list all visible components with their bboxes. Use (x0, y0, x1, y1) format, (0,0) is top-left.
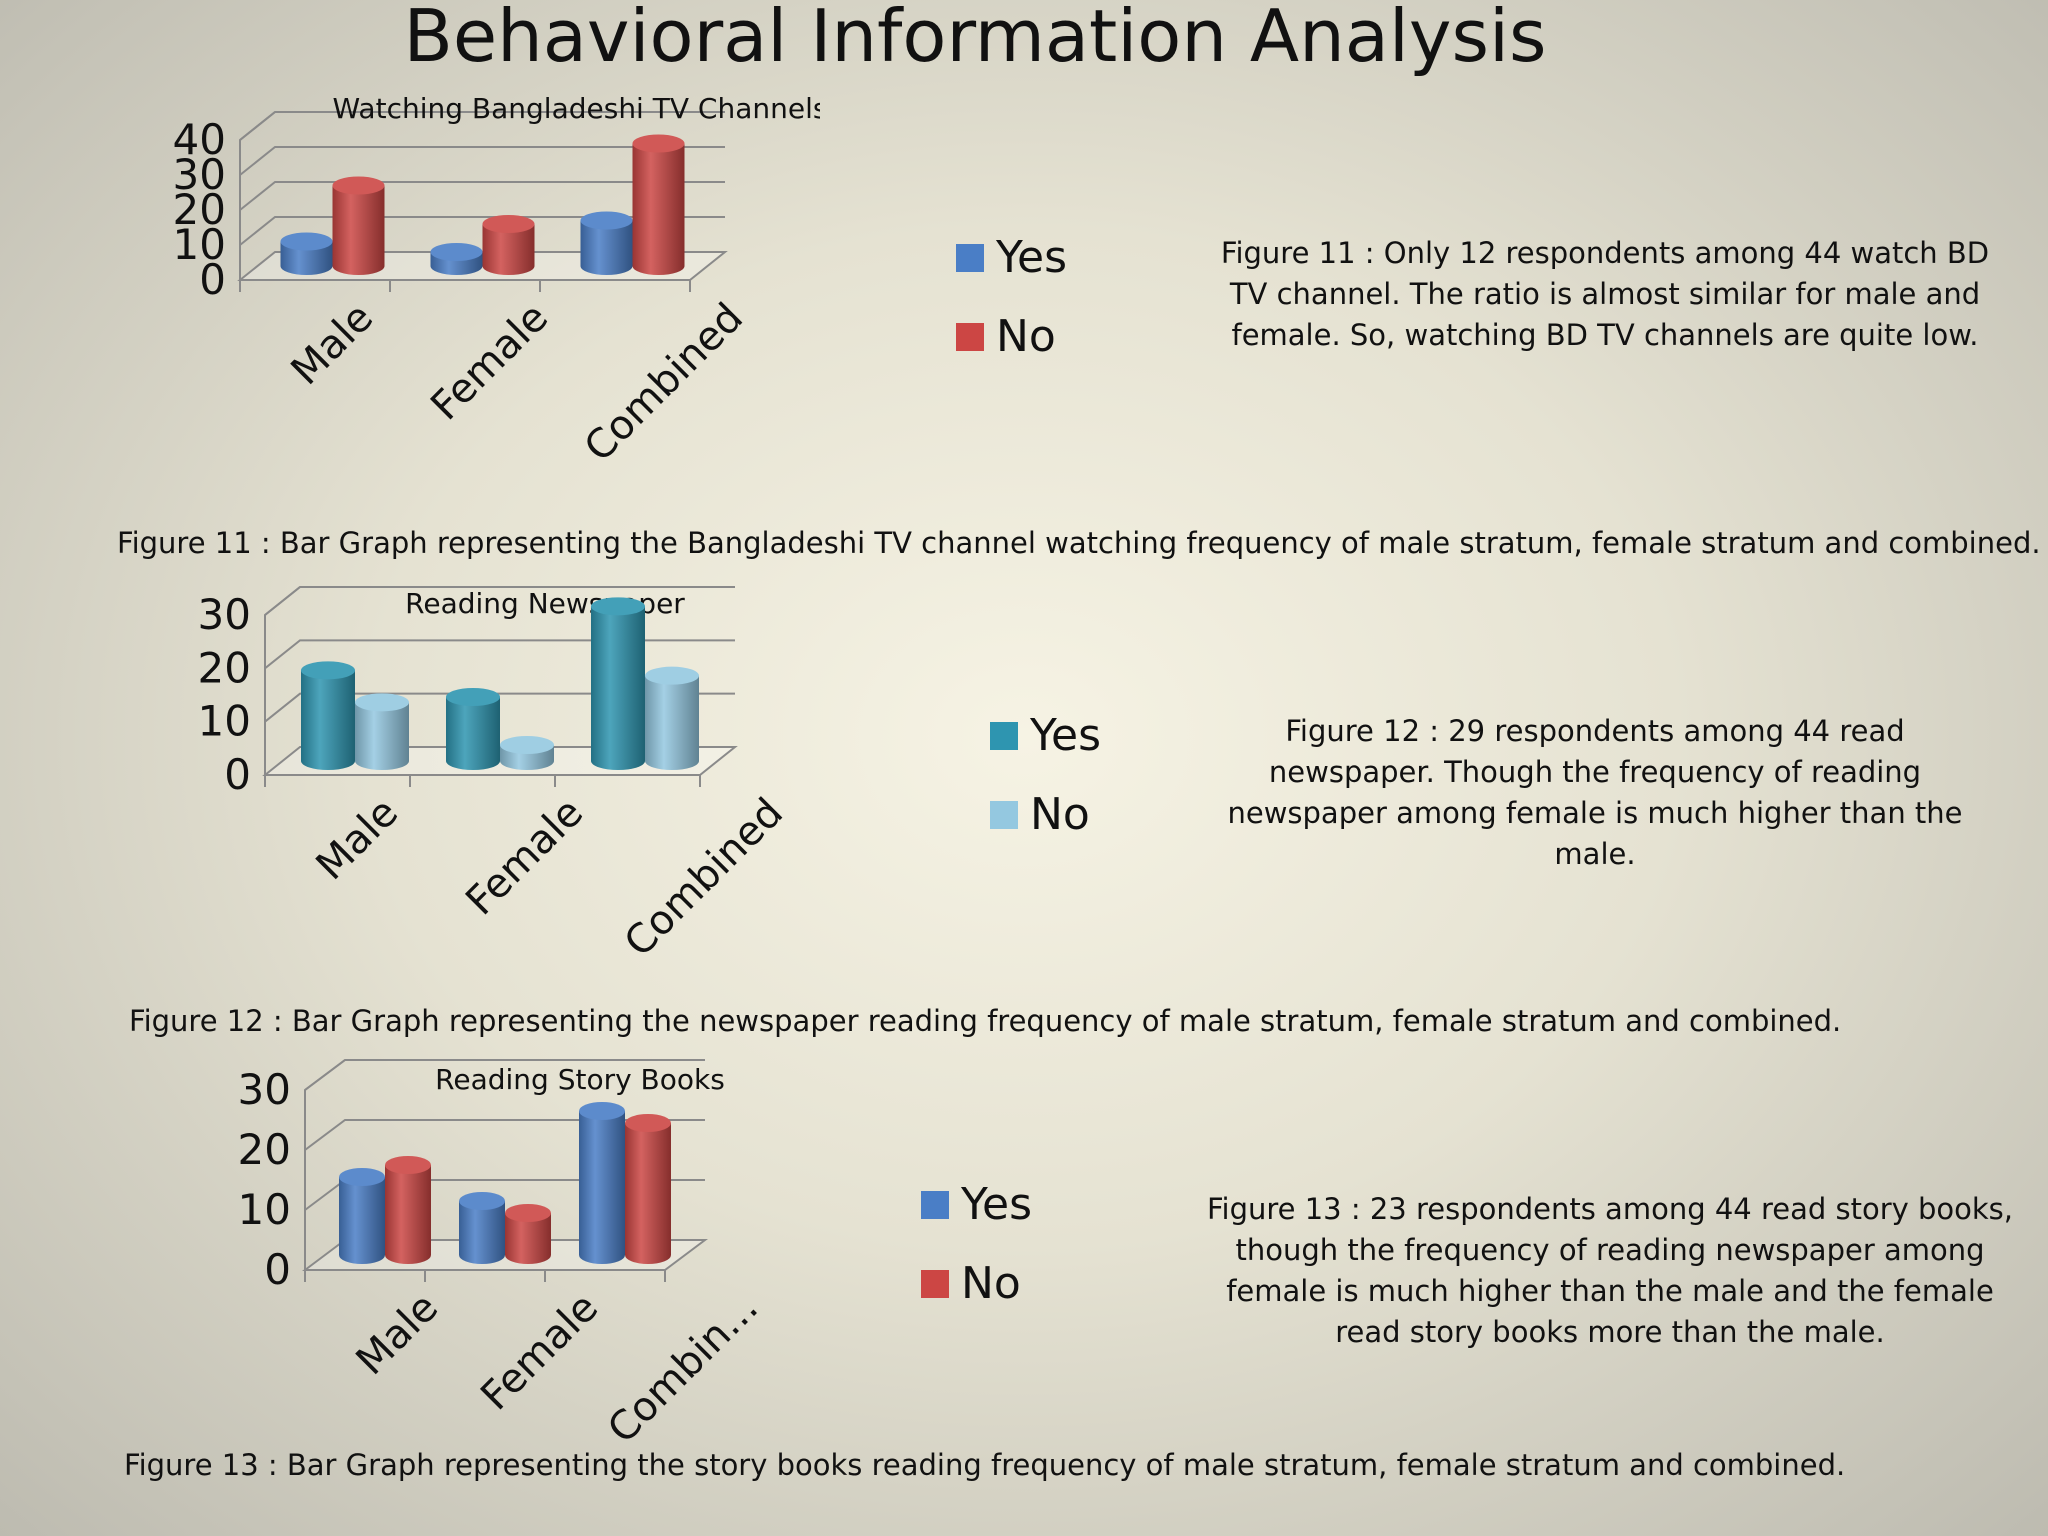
bar-yes-male (301, 661, 355, 770)
bar-no-male (355, 693, 409, 770)
legend-swatch-no (990, 801, 1018, 829)
gridline (264, 639, 735, 670)
y-tick-label: 40 (173, 115, 226, 164)
x-category-label: Male (283, 295, 383, 395)
bar-yes-male (280, 232, 333, 275)
legend-label-no: No (1030, 789, 1090, 840)
story-books-chart: 0 10 20 30 Reading Story Books Male FemaleComb… (238, 1059, 767, 1453)
legend-swatch-yes (990, 722, 1018, 750)
y-tick-label: 20 (173, 185, 226, 234)
legend-label-yes: Yes (996, 232, 1068, 283)
x-category-label: Male (308, 790, 408, 890)
gridline (304, 1059, 705, 1091)
bar-no-male (332, 176, 385, 275)
figure-13-caption: Figure 13 : Bar Graph representing the s… (124, 1448, 1846, 1482)
y-tick-label: 0 (264, 1245, 291, 1294)
bar-yes-combined (591, 597, 645, 770)
y-tick-label: 0 (224, 750, 251, 799)
bar-no-combined (632, 134, 685, 275)
gridline (264, 586, 735, 616)
bar-yes-combined (580, 211, 633, 275)
legend-label-no: No (961, 1258, 1021, 1309)
figure-12-caption: Figure 12 : Bar Graph representing the n… (129, 1004, 1842, 1038)
legend-label-no: No (996, 311, 1056, 362)
x-category-label: Female (472, 1285, 607, 1420)
x-category-label: Combined (576, 295, 752, 471)
x-category-label: Combined (616, 790, 792, 966)
bar-yes-combin (579, 1102, 625, 1264)
bar-yes-male (339, 1168, 385, 1264)
bar-no-female (500, 736, 554, 770)
figure-11-description: Figure 11 : Only 12 respondents among 44… (1220, 236, 1990, 352)
chart-title: Reading Story Books (435, 1063, 725, 1096)
legend-label-yes: Yes (1030, 710, 1102, 761)
legend-swatch-yes (956, 244, 984, 272)
y-tick-label: 30 (173, 150, 226, 199)
legend-swatch-no (956, 323, 984, 351)
y-tick-label: 20 (238, 1125, 291, 1174)
legend-label-yes: Yes (961, 1179, 1033, 1230)
y-tick-label: 10 (173, 220, 226, 269)
y-tick-label: 10 (238, 1185, 291, 1234)
bar-no-female (505, 1204, 551, 1264)
gridline (239, 181, 725, 211)
bar-no-combin (625, 1114, 671, 1264)
x-category-label: Female (422, 295, 557, 430)
gridline (264, 692, 735, 723)
gridline (239, 216, 725, 246)
bar-no-male (385, 1156, 431, 1264)
figure-12-description: Figure 12 : 29 respondents among 44 read… (1227, 714, 1963, 871)
y-tick-label: 30 (238, 1065, 291, 1114)
legend-swatch-yes (921, 1191, 949, 1219)
y-tick-label: 30 (198, 590, 251, 639)
bar-yes-female (446, 688, 500, 770)
figure-11-caption: Figure 11 : Bar Graph representing the B… (117, 526, 2041, 560)
y-tick-label: 10 (198, 697, 251, 746)
bar-no-female (482, 215, 535, 275)
gridline (239, 146, 725, 176)
y-tick-label: 20 (198, 643, 251, 692)
bar-no-combined (645, 666, 699, 770)
chart-title: Watching Bangladeshi TV Channels (333, 92, 820, 125)
y-tick-label: 0 (199, 255, 226, 304)
bar-yes-female (459, 1192, 505, 1264)
page-title: Behavioral Information Analysis (403, 0, 1547, 78)
x-category-label: Combin... (599, 1285, 767, 1453)
legend-swatch-no (921, 1270, 949, 1298)
figure-13-description: Figure 13 : 23 respondents among 44 read… (1206, 1192, 2014, 1349)
x-category-label: Female (457, 790, 592, 925)
bar-yes-female (430, 243, 483, 275)
side-wall (264, 586, 301, 775)
x-category-label: Male (348, 1285, 448, 1385)
gridline (239, 111, 725, 141)
